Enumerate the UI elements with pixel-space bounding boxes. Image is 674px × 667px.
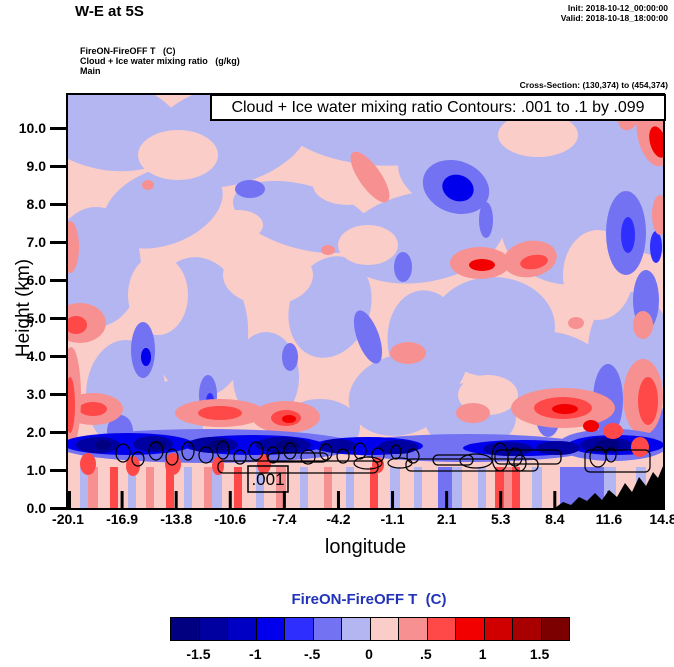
colorbar-tick-label: -1: [249, 646, 262, 662]
y-axis-tick: [50, 202, 67, 206]
x-axis-tick-label: -13.8: [160, 511, 193, 527]
colorbar: [170, 617, 570, 641]
x-axis-tick-label: 5.3: [490, 511, 511, 527]
valid-time: Valid: 2018-10-18_18:00:00: [560, 13, 668, 23]
colorbar-tick-label: .5: [420, 646, 432, 662]
colorbar-cell: [255, 618, 284, 640]
x-axis-tick-label: -10.6: [214, 511, 247, 527]
y-axis-tick-label: 2.0: [26, 424, 46, 440]
colorbar-cell: [455, 618, 484, 640]
x-axis-tick-label: 11.6: [595, 511, 623, 527]
y-axis-tick-label: 4.0: [26, 348, 46, 364]
y-axis-tick-label: 0.0: [26, 500, 46, 516]
y-axis-tick: [50, 354, 67, 358]
colorbar-cell: [312, 618, 341, 640]
y-axis-tick-label: 9.0: [26, 158, 46, 174]
cross-section-info: Cross-Section: (130,374) to (454,374): [519, 80, 668, 90]
init-time: Init: 2018-10-12_00:00:00: [567, 3, 668, 13]
y-axis-tick-label: 1.0: [26, 462, 46, 478]
x-axis-tick-label: -1.1: [380, 511, 405, 527]
colorbar-cell: [512, 618, 541, 640]
page-title: W-E at 5S: [75, 3, 144, 20]
y-axis-tick: [50, 392, 67, 396]
x-axis-tick-label: 8.4: [545, 511, 565, 527]
y-axis-tick: [50, 164, 67, 168]
y-axis-tick: [50, 430, 67, 434]
svg-text:.001: .001: [251, 470, 284, 489]
x-axis-label: longitude: [324, 536, 407, 558]
colorbar-tick-label: 1: [478, 646, 487, 662]
colorbar-cell: [483, 618, 512, 640]
colorbar-cell: [341, 618, 370, 640]
colorbar-title: FireON-FireOFF T (C): [291, 591, 447, 608]
plot-area: .001: [33, 78, 674, 510]
colorbar-tick-label: 0: [365, 646, 373, 662]
x-axis-tick-label: -20.1: [52, 511, 84, 527]
x-axis-tick-label: 14.8: [649, 511, 674, 527]
colorbar-cell: [369, 618, 398, 640]
colorbar-cell: [540, 618, 569, 640]
y-axis-tick: [50, 468, 67, 472]
colorbar-cell: [198, 618, 227, 640]
colorbar-cell: [398, 618, 427, 640]
y-axis-tick: [50, 278, 67, 282]
y-axis-tick-label: 8.0: [26, 196, 46, 212]
y-axis-tick: [50, 506, 67, 510]
y-axis-tick-label: 3.0: [26, 386, 46, 402]
colorbar-cell: [227, 618, 256, 640]
field-label-2: Cloud + Ice water mixing ratio (g/kg): [80, 56, 240, 66]
colorbar-cell: [426, 618, 455, 640]
colorbar-tick-label: -.5: [303, 646, 321, 662]
y-axis-tick: [50, 316, 67, 320]
y-axis-tick: [50, 240, 67, 244]
x-axis-tick-label: -4.2: [326, 511, 351, 527]
x-axis-tick-label: 2.1: [436, 511, 457, 527]
y-axis-tick-label: 10.0: [18, 120, 46, 136]
y-axis-tick-label: 7.0: [26, 234, 46, 250]
y-axis-tick-label: 5.0: [26, 310, 46, 326]
colorbar-tick-label: -1.5: [186, 646, 211, 662]
y-axis-tick-label: 6.0: [26, 272, 46, 288]
field-label-1: FireON-FireOFF T (C): [80, 46, 176, 56]
y-axis-tick: [50, 126, 67, 130]
contour-field-svg: .001: [33, 78, 674, 508]
field-label-3: Main: [80, 66, 101, 76]
colorbar-cell: [171, 618, 199, 640]
colorbar-cell: [284, 618, 313, 640]
x-axis-tick-label: -7.4: [272, 511, 297, 527]
x-axis-tick-label: -16.9: [106, 511, 139, 527]
colorbar-tick-label: 1.5: [529, 646, 550, 662]
contour-info-box: Cloud + Ice water mixing ratio Contours:…: [210, 94, 666, 121]
